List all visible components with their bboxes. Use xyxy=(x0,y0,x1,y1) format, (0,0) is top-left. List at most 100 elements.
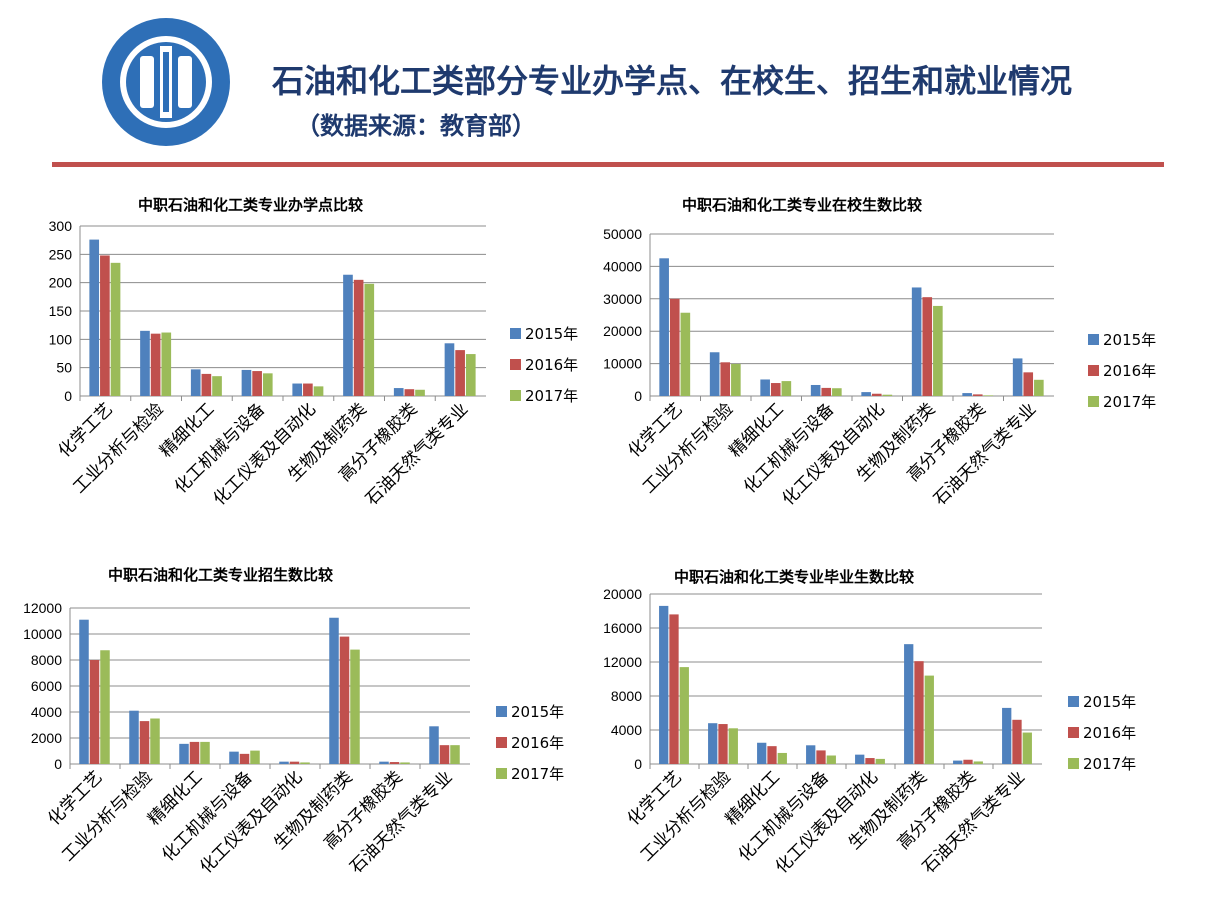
bar xyxy=(983,395,994,396)
y-tick-label: 6000 xyxy=(31,678,62,694)
bar xyxy=(89,660,100,764)
legend-label: 2015年 xyxy=(1103,331,1156,349)
bar xyxy=(200,741,210,764)
bar xyxy=(731,363,741,396)
bar xyxy=(292,383,303,396)
bar xyxy=(659,258,669,396)
y-tick-label: 200 xyxy=(49,275,73,291)
bar xyxy=(364,283,375,396)
legend-swatch xyxy=(496,706,507,717)
association-logo xyxy=(102,18,230,146)
chart-title: 中职石油和化工类专业办学点比较 xyxy=(138,196,364,214)
bar xyxy=(821,387,832,396)
bar xyxy=(810,384,821,396)
bar xyxy=(139,721,150,764)
bar xyxy=(679,667,689,764)
page-subtitle: （数据来源：教育部） xyxy=(296,112,536,140)
page-title: 石油和化工类部分专业办学点、在校生、招生和就业情况 xyxy=(272,62,1073,100)
bar xyxy=(777,752,787,764)
bar xyxy=(161,332,172,396)
bar xyxy=(757,742,767,764)
bar xyxy=(450,745,460,764)
chart-admissions: 中职石油和化工类专业招生数比较 0 2000 4000 6000 8000 10000 12… xyxy=(14,556,588,894)
legend-label: 2015年 xyxy=(511,703,564,721)
x-category-label: 化工机械与设备 xyxy=(740,399,838,497)
chart-svg: 020004000600080001000012000化学工艺工业分析与检验精细… xyxy=(23,600,564,878)
y-tick-label: 16000 xyxy=(603,620,642,636)
bar xyxy=(855,754,865,764)
bar xyxy=(922,297,933,396)
bar xyxy=(1002,707,1012,764)
bar xyxy=(904,644,914,764)
bar xyxy=(816,750,826,764)
legend-label: 2016年 xyxy=(511,734,564,752)
y-tick-label: 2000 xyxy=(31,730,62,746)
y-tick-label: 4000 xyxy=(31,704,62,720)
bar xyxy=(239,753,250,764)
legend-label: 2015年 xyxy=(525,325,578,343)
bar xyxy=(100,650,110,764)
bar xyxy=(882,394,893,396)
bar xyxy=(110,262,121,396)
bar xyxy=(680,312,691,396)
x-category-label: 工业分析与检验 xyxy=(639,399,737,497)
y-tick-label: 150 xyxy=(49,303,73,319)
legend-swatch xyxy=(1088,365,1099,376)
chart-enrolled-students: 中职石油和化工类专业在校生数比较 0 10000 20000 30000 40000 50… xyxy=(592,186,1192,526)
bar xyxy=(350,649,360,764)
bar xyxy=(1022,732,1032,764)
bar xyxy=(79,619,89,764)
legend-label: 2017年 xyxy=(1083,755,1136,773)
bar xyxy=(914,661,924,764)
y-tick-label: 250 xyxy=(49,246,73,262)
bar xyxy=(289,761,300,764)
bar xyxy=(89,239,100,396)
bar xyxy=(313,386,324,396)
chart-graduates: 中职石油和化工类专业毕业生数比较 0 4000 8000 12000 16000 2000… xyxy=(584,560,1192,894)
bar xyxy=(973,761,983,764)
bar xyxy=(339,636,350,764)
bar xyxy=(1012,719,1022,764)
legend-swatch xyxy=(1068,727,1079,738)
y-tick-label: 0 xyxy=(634,756,642,772)
logo-symbol-left xyxy=(140,56,154,108)
bar xyxy=(708,723,718,764)
y-tick-label: 0 xyxy=(54,756,62,772)
legend-label: 2017年 xyxy=(525,387,578,405)
bar xyxy=(728,728,738,764)
bar xyxy=(303,383,313,396)
chart-svg: 040008000120001600020000化学工艺工业分析与检验精细化工化… xyxy=(603,586,1136,878)
x-category-label: 工业分析与检验 xyxy=(637,767,735,865)
bar xyxy=(353,279,364,396)
x-category-label: 工业分析与检验 xyxy=(58,767,156,865)
bar xyxy=(832,388,842,396)
chart-svg: 01000020000300004000050000化学工艺工业分析与检验精细化… xyxy=(603,226,1156,510)
bar xyxy=(179,743,189,764)
bar xyxy=(972,394,983,396)
legend-swatch xyxy=(1088,396,1099,407)
y-tick-label: 20000 xyxy=(603,586,642,602)
legend-swatch xyxy=(496,768,507,779)
y-tick-label: 4000 xyxy=(611,722,642,738)
bar xyxy=(465,354,476,396)
x-category-label: 工业分析与检验 xyxy=(69,399,167,497)
bar xyxy=(806,745,816,764)
y-tick-label: 0 xyxy=(634,388,642,404)
legend-swatch xyxy=(1088,334,1099,345)
bar xyxy=(150,718,160,764)
bar xyxy=(781,381,792,396)
y-tick-label: 0 xyxy=(64,388,72,404)
bar xyxy=(455,350,465,396)
bar xyxy=(250,750,260,764)
legend-swatch xyxy=(496,737,507,748)
bar xyxy=(875,758,885,764)
bar xyxy=(963,759,973,764)
title-divider xyxy=(52,162,1164,167)
chart-svg: 050100150200250300化学工艺工业分析与检验精细化工化工机械与设备… xyxy=(49,218,579,510)
bar xyxy=(150,333,161,396)
legend-label: 2017年 xyxy=(1103,393,1156,411)
logo-symbol-right xyxy=(178,56,192,108)
y-tick-label: 300 xyxy=(49,218,73,234)
bar xyxy=(767,746,777,764)
bar xyxy=(429,726,439,764)
